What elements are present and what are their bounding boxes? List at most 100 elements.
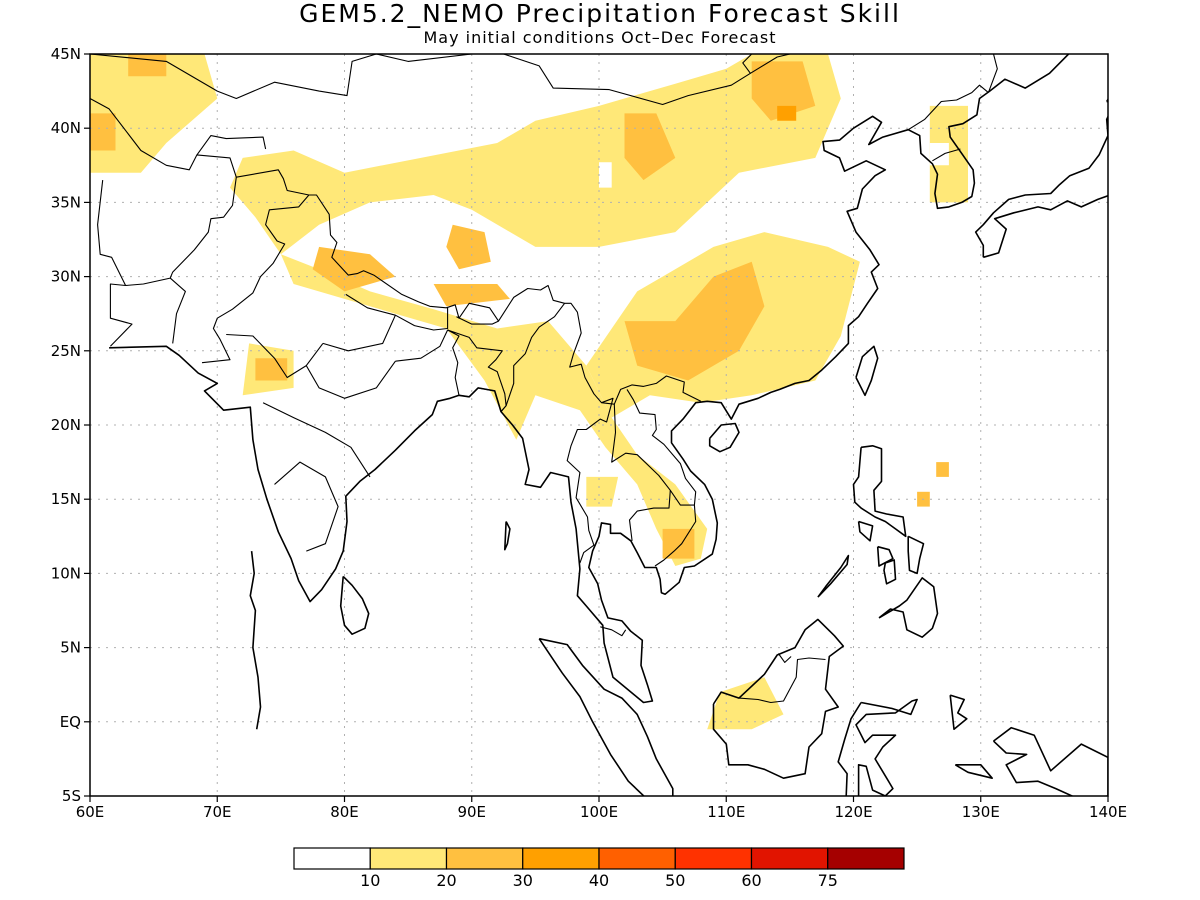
lon-tick-label: 70E <box>203 803 232 821</box>
skill-region-level-2 <box>446 224 491 270</box>
coastline-borneo <box>712 618 845 780</box>
border-russia-kazakh-china-mongolia <box>90 54 785 106</box>
colorbar-label: 50 <box>665 871 685 890</box>
colorbar-label: 75 <box>818 871 838 890</box>
coastline-panay <box>876 545 894 567</box>
lon-tick-label: 130E <box>962 803 1000 821</box>
colorbar-label: 40 <box>589 871 609 890</box>
map-gridlines <box>90 54 1108 796</box>
coastline-andaman <box>503 521 511 551</box>
border-brunei <box>777 653 792 663</box>
skill-region-level-1 <box>230 54 841 255</box>
lat-tick-label: 45N <box>51 45 81 63</box>
border-afghan-pakistan <box>125 177 237 287</box>
lat-tick-label: EQ <box>60 713 81 731</box>
coastline-japan-north <box>1106 97 1108 103</box>
skill-region-level-2 <box>255 358 288 381</box>
skill-region-level-2 <box>751 61 816 121</box>
colorbar-swatch <box>293 847 371 870</box>
colorbar-swatch <box>522 847 600 870</box>
skill-region-level-1 <box>586 476 619 507</box>
skill-region-level-2 <box>90 113 116 151</box>
skill-region-level-2 <box>662 528 695 559</box>
border-malaysia-thai <box>600 626 627 637</box>
lon-tick-label: 60E <box>76 803 105 821</box>
coastline-seram <box>954 763 994 780</box>
coastline-india <box>109 54 1070 704</box>
border-india-state-4 <box>274 461 339 552</box>
border-myanmar-thai <box>566 397 614 564</box>
colorbar-swatch <box>674 847 753 870</box>
colorbar: 10 20 30 40 50 60 75 <box>293 847 905 890</box>
border-nepal-south <box>345 293 449 331</box>
colorbar-swatch <box>598 847 676 870</box>
colorbar-swatch <box>827 847 905 870</box>
lat-tick-label: 15N <box>51 490 81 508</box>
colorbar-label: 30 <box>513 871 533 890</box>
coastline-mindanao <box>878 577 939 639</box>
coastline-taiwan <box>855 345 879 397</box>
border-china-mongolia-east <box>750 54 793 74</box>
no-data-cell <box>599 162 612 188</box>
skill-region-level-3 <box>777 105 797 121</box>
border-uzbek-turkmen-afghan <box>90 98 702 405</box>
skill-region-level-2 <box>936 462 949 477</box>
lon-tick-label: 100E <box>580 803 618 821</box>
lat-tick-label: 30N <box>51 268 81 286</box>
no-data-cell <box>929 143 949 166</box>
border-india-state-6 <box>395 329 449 362</box>
border-india-state-1 <box>226 333 324 379</box>
skill-region-level-1 <box>707 677 784 730</box>
coastline-sulawesi <box>837 698 918 796</box>
borders-layer <box>90 54 998 704</box>
map-subtitle: May initial conditions Oct–Dec Forecast <box>423 28 777 47</box>
border-india-pakistan <box>201 194 317 364</box>
colorbar-label: 60 <box>741 871 761 890</box>
map-title: GEM5.2_NEMO Precipitation Forecast Skill <box>299 0 901 28</box>
coastline-hainan <box>708 422 740 453</box>
border-iran-pakistan <box>97 180 133 347</box>
border-laos-thai-cambodia <box>611 404 671 541</box>
coastline-visayas <box>907 535 925 575</box>
lon-tick-label: 120E <box>834 803 872 821</box>
lon-tick-label: 90E <box>457 803 486 821</box>
border-laos-cambodia <box>669 489 695 506</box>
map-axes: 60E 70E 80E 90E 100E 110E 120E 130E 140E 5S EQ 5N 10… <box>51 45 1127 821</box>
lon-tick-label: 110E <box>707 803 745 821</box>
lat-tick-label: 25N <box>51 342 81 360</box>
border-korea-dmz <box>932 148 961 162</box>
colorbar-label: 20 <box>436 871 456 890</box>
coastline-lakshadweep <box>249 551 262 730</box>
colorbar-swatch <box>750 847 829 870</box>
border-borneo-border <box>721 657 826 704</box>
border-china-russia-ne <box>987 54 998 93</box>
lat-tick-label: 20N <box>51 416 81 434</box>
coastline-palawan <box>817 554 850 598</box>
lon-tick-label: 140E <box>1089 803 1127 821</box>
lat-tick-label: 35N <box>51 193 81 211</box>
lat-tick-label: 5S <box>62 787 81 805</box>
skill-region-level-1 <box>90 54 218 173</box>
lat-tick-label: 40N <box>51 119 81 137</box>
border-india-state-2 <box>305 360 396 399</box>
colorbar-label: 10 <box>360 871 380 890</box>
coastline-japan <box>974 114 1108 259</box>
border-tajik-kyrgyz <box>196 135 267 156</box>
border-bhutan-south <box>456 316 499 325</box>
border-india-state-5 <box>322 314 396 352</box>
colorbar-swatch <box>445 847 524 870</box>
border-laos-vietnam <box>626 389 697 567</box>
lat-tick-label: 5N <box>60 639 81 657</box>
no-data-cell <box>834 125 854 166</box>
coastline-sumatra <box>538 637 674 796</box>
border-china-korea <box>907 84 989 131</box>
lon-tick-label: 80E <box>330 803 359 821</box>
border-pakistan-inner <box>169 277 186 344</box>
coastline-halmahera <box>949 694 968 731</box>
border-india-state-3 <box>262 402 371 478</box>
coastline-luzon <box>852 444 907 538</box>
coastline-mindoro <box>857 520 874 542</box>
skill-shading-layer <box>90 54 968 730</box>
skill-region-level-2 <box>624 113 676 181</box>
